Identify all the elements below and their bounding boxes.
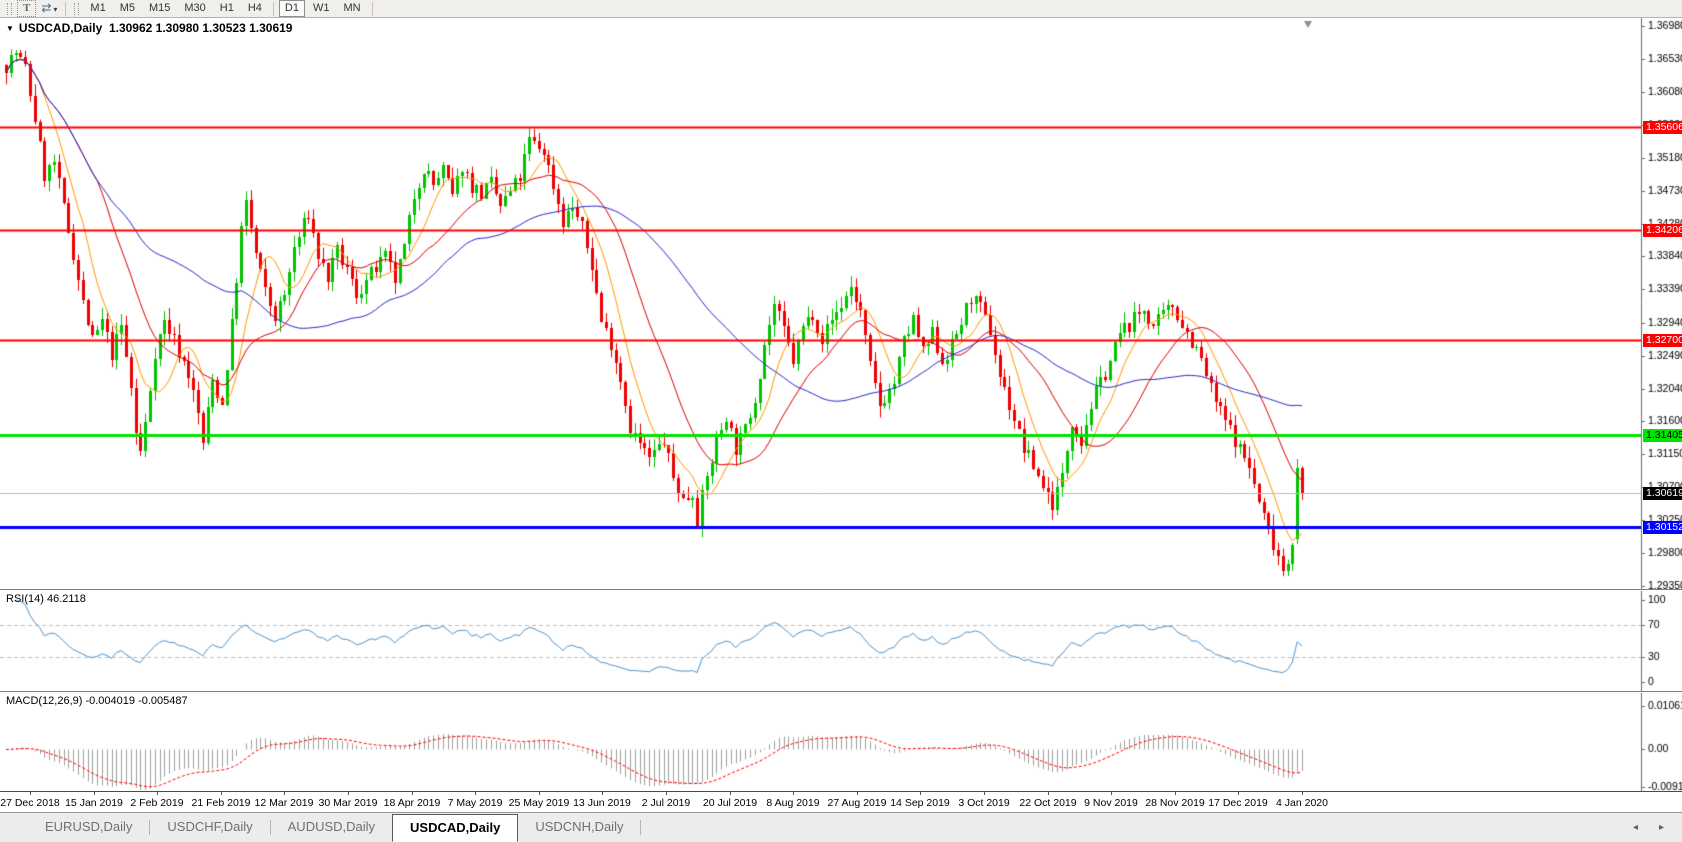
time-axis-tick	[94, 792, 95, 795]
timeframe-button-h4[interactable]: H4	[247, 2, 262, 14]
time-axis-label: 30 Mar 2019	[318, 797, 378, 809]
time-axis-tick	[412, 792, 413, 795]
macd-indicator-panel: MACD(12,26,9) -0.004019 -0.005487	[0, 691, 1682, 792]
time-axis-tick	[666, 792, 667, 795]
tab-usdcad[interactable]: USDCAD,Daily	[392, 814, 519, 842]
tab-eurusd[interactable]: EURUSD,Daily	[45, 819, 133, 834]
price-chart-canvas[interactable]	[0, 18, 1682, 589]
toolbar-separator	[65, 1, 67, 16]
time-axis-label: 9 Nov 2019	[1084, 797, 1138, 809]
tab-scroll-right-icon[interactable]: ▸	[1658, 822, 1664, 833]
time-axis-label: 4 Jan 2020	[1276, 797, 1328, 809]
time-axis-label: 12 Mar 2019	[254, 797, 314, 809]
hline-price-label: 1.30152	[1643, 521, 1682, 534]
tab-usdchf[interactable]: USDCHF,Daily	[167, 819, 253, 834]
time-axis-label: 2 Jul 2019	[641, 797, 691, 809]
rsi-label: RSI(14) 46.2118	[6, 593, 86, 605]
tab-separator	[149, 820, 151, 835]
time-axis-tick	[348, 792, 349, 795]
swap-arrows-icon: ⇄	[41, 1, 52, 15]
timeframe-button-m15[interactable]: M15	[148, 2, 171, 14]
time-axis-tick	[984, 792, 985, 795]
toolbar-separator	[371, 1, 373, 16]
time-axis-tick	[730, 792, 731, 795]
rsi-indicator-panel: RSI(14) 46.2118	[0, 589, 1682, 692]
hline-price-label: 1.31405	[1643, 429, 1682, 442]
time-axis-tick	[1048, 792, 1049, 795]
rsi-canvas[interactable]	[0, 591, 1682, 692]
time-axis-label: 15 Jan 2019	[65, 797, 123, 809]
chart-tabs: EURUSD,Daily USDCHF,Daily AUDUSD,Daily USDC…	[28, 813, 642, 842]
chart-title: ▼ USDCAD,Daily 1.30962 1.30980 1.30523 1.…	[6, 21, 292, 35]
chart-dropdown-icon[interactable]: ▼	[6, 24, 14, 33]
tab-scroll-left-icon[interactable]: ◂	[1632, 822, 1638, 833]
chart-ohlc-values: 1.30962 1.30980 1.30523 1.30619	[108, 21, 293, 35]
caret-down-icon: ▾	[53, 5, 58, 14]
toolbar-grip[interactable]	[74, 2, 80, 15]
timeframe-button-w1[interactable]: W1	[312, 2, 330, 14]
time-axis-tick	[284, 792, 285, 795]
timeframe-button-h1[interactable]: H1	[219, 2, 234, 14]
tab-audusd[interactable]: AUDUSD,Daily	[287, 819, 376, 834]
time-axis[interactable]: 27 Dec 2018 15 Jan 2019 2 Feb 2019 21 Feb 2…	[0, 791, 1682, 812]
time-axis-label: 28 Nov 2019	[1145, 797, 1205, 809]
time-axis-tick	[1302, 792, 1303, 795]
time-axis-label: 27 Aug 2019	[827, 797, 887, 809]
time-axis-label: 17 Dec 2019	[1208, 797, 1268, 809]
arrange-arrows-button[interactable]: ⇄ ▾	[38, 0, 60, 17]
time-axis-label: 14 Sep 2019	[890, 797, 950, 809]
tab-separator	[640, 820, 642, 835]
time-axis-tick	[602, 792, 603, 795]
time-axis-label: 22 Oct 2019	[1019, 797, 1077, 809]
time-axis-label: 3 Oct 2019	[958, 797, 1010, 809]
hline-price-label: 1.32700	[1643, 334, 1682, 347]
timeframe-button-mn[interactable]: MN	[343, 2, 361, 14]
timeframe-button-m30[interactable]: M30	[184, 2, 206, 14]
time-axis-label: 25 May 2019	[508, 797, 570, 809]
chart-symbol-period: USDCAD,Daily	[18, 21, 103, 35]
time-axis-tick	[539, 792, 540, 795]
time-axis-tick	[920, 792, 921, 795]
time-axis-label: 20 Jul 2019	[702, 797, 758, 809]
time-axis-label: 8 Aug 2019	[766, 797, 820, 809]
toolbar-separator	[272, 1, 274, 16]
hline-price-label: 1.35606	[1643, 121, 1682, 134]
timeframe-button-m1[interactable]: M1	[90, 2, 106, 14]
price-chart-panel: ▼ USDCAD,Daily 1.30962 1.30980 1.30523 1.…	[0, 18, 1682, 589]
macd-label: MACD(12,26,9) -0.004019 -0.005487	[6, 695, 188, 707]
timeframe-button-m5[interactable]: M5	[119, 2, 135, 14]
tab-usdcnh[interactable]: USDCNH,Daily	[535, 819, 624, 834]
tab-separator	[269, 820, 271, 835]
current-price-label: 1.30619	[1643, 487, 1682, 500]
time-axis-label: 2 Feb 2019	[130, 797, 184, 809]
time-axis-tick	[30, 792, 31, 795]
chart-tab-bar: EURUSD,Daily USDCHF,Daily AUDUSD,Daily USDC…	[0, 812, 1682, 842]
time-axis-tick	[221, 792, 222, 795]
timeframe-button-d1[interactable]: D1	[278, 0, 305, 17]
time-axis-label: 27 Dec 2018	[0, 797, 60, 809]
time-axis-tick	[857, 792, 858, 795]
toolbar-grip[interactable]	[7, 2, 12, 15]
time-axis-label: 21 Feb 2019	[191, 797, 251, 809]
time-axis-tick	[157, 792, 158, 795]
time-axis-tick	[1238, 792, 1239, 795]
time-axis-label: 18 Apr 2019	[383, 797, 441, 809]
text-tool-button[interactable]: T	[17, 0, 37, 17]
hline-price-label: 1.34206	[1643, 224, 1682, 237]
macd-canvas[interactable]	[0, 693, 1682, 792]
time-axis-tick	[1111, 792, 1112, 795]
time-axis-tick	[793, 792, 794, 795]
time-axis-tick	[475, 792, 476, 795]
time-axis-label: 13 Jun 2019	[573, 797, 631, 809]
time-axis-label: 7 May 2019	[447, 797, 503, 809]
toolbar: T ⇄ ▾ M1 M5 M15 M30 H1 H4 D1 W1 MN	[0, 0, 1682, 18]
time-axis-tick	[1175, 792, 1176, 795]
